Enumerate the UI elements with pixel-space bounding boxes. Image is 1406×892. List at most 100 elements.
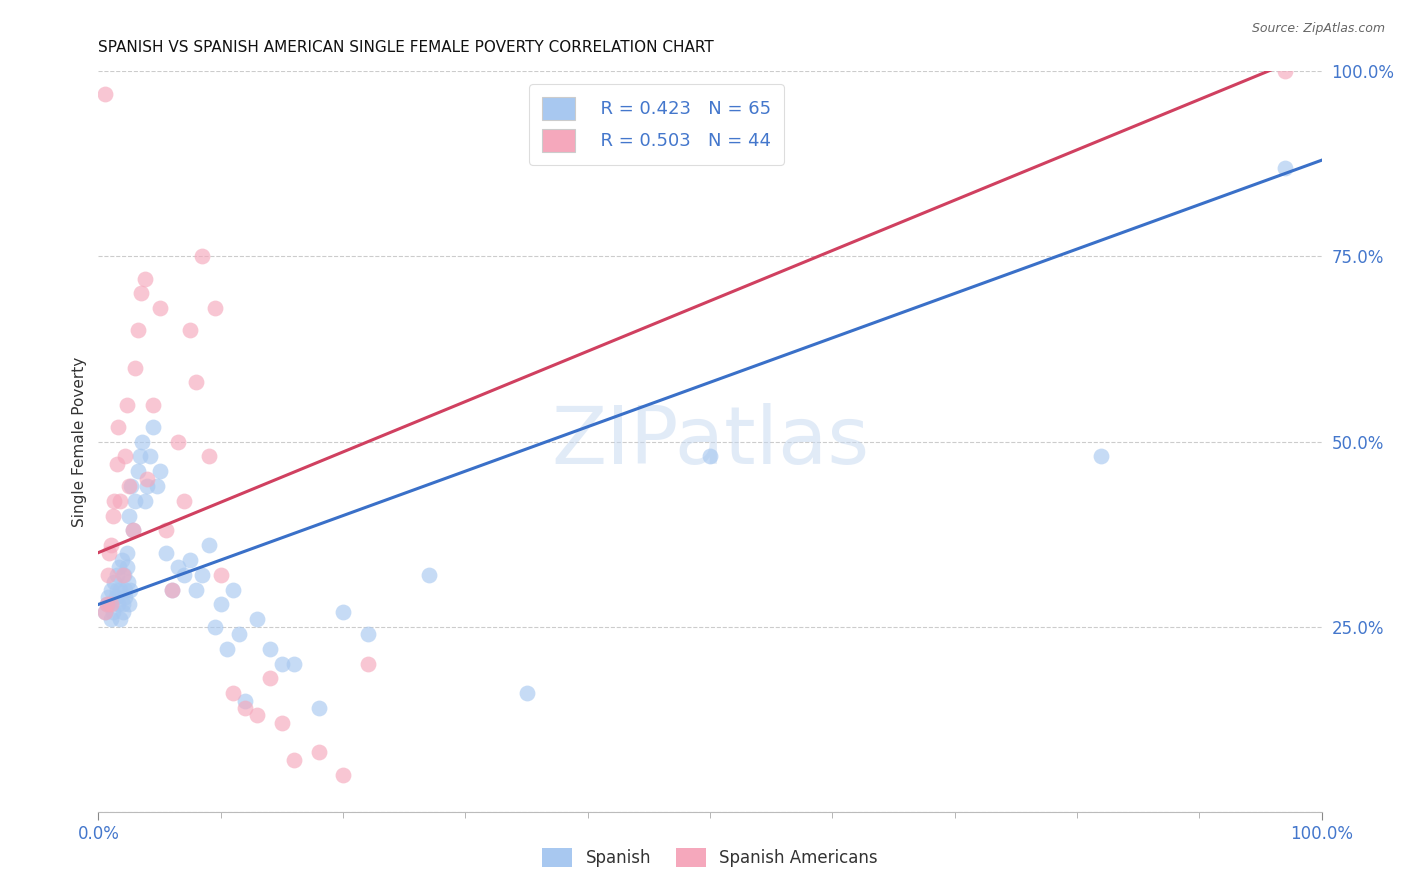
Point xyxy=(118,508,141,523)
Point xyxy=(197,450,219,464)
Point xyxy=(515,686,537,700)
Point xyxy=(120,582,142,597)
Point xyxy=(246,612,269,626)
Point xyxy=(136,471,159,485)
Point xyxy=(93,605,115,619)
Point xyxy=(121,524,143,538)
Point xyxy=(270,657,294,671)
Point xyxy=(127,324,149,338)
Point xyxy=(160,582,183,597)
Point xyxy=(233,701,256,715)
Point xyxy=(246,708,269,723)
Point xyxy=(115,546,138,560)
Point xyxy=(101,508,124,523)
Point xyxy=(107,419,129,434)
Point xyxy=(173,567,195,582)
Point xyxy=(115,397,138,411)
Point xyxy=(124,493,146,508)
Point xyxy=(197,538,219,552)
Point xyxy=(308,701,330,715)
Point xyxy=(283,753,305,767)
Legend: Spanish, Spanish Americans: Spanish, Spanish Americans xyxy=(536,841,884,874)
Point xyxy=(283,657,305,671)
Point xyxy=(97,590,120,604)
Point xyxy=(160,582,183,597)
Point xyxy=(114,582,136,597)
Point xyxy=(121,524,143,538)
Point xyxy=(111,605,134,619)
Point xyxy=(191,567,214,582)
Point xyxy=(129,450,152,464)
Point xyxy=(222,582,245,597)
Point xyxy=(98,546,121,560)
Point xyxy=(100,538,122,552)
Point xyxy=(112,567,135,582)
Point xyxy=(155,546,177,560)
Point xyxy=(356,627,378,641)
Point xyxy=(105,567,128,582)
Point xyxy=(114,590,136,604)
Point xyxy=(142,419,165,434)
Point xyxy=(308,746,330,760)
Point xyxy=(124,360,146,375)
Point xyxy=(103,575,125,590)
Point xyxy=(209,598,232,612)
Point xyxy=(110,493,132,508)
Point xyxy=(105,457,128,471)
Point xyxy=(173,493,195,508)
Point xyxy=(179,553,201,567)
Point xyxy=(118,598,141,612)
Point xyxy=(129,286,152,301)
Y-axis label: Single Female Poverty: Single Female Poverty xyxy=(72,357,87,526)
Point xyxy=(100,598,122,612)
Point xyxy=(270,715,294,730)
Point xyxy=(120,479,142,493)
Point xyxy=(97,567,120,582)
Point xyxy=(146,479,169,493)
Point xyxy=(96,598,118,612)
Point xyxy=(110,582,132,597)
Point xyxy=(215,641,238,656)
Point xyxy=(1274,161,1296,175)
Point xyxy=(100,582,122,597)
Point xyxy=(93,605,115,619)
Point xyxy=(204,301,226,316)
Point xyxy=(108,560,131,574)
Point xyxy=(259,641,281,656)
Point xyxy=(209,567,232,582)
Point xyxy=(127,464,149,478)
Point xyxy=(186,582,208,597)
Point xyxy=(204,619,226,633)
Point xyxy=(699,450,721,464)
Point xyxy=(117,575,139,590)
Point xyxy=(1090,450,1112,464)
Point xyxy=(134,493,156,508)
Point xyxy=(111,598,134,612)
Point xyxy=(149,464,172,478)
Point xyxy=(111,553,134,567)
Point xyxy=(1274,64,1296,78)
Point xyxy=(332,605,354,619)
Point xyxy=(104,590,127,604)
Point xyxy=(101,605,124,619)
Point xyxy=(332,767,354,781)
Point xyxy=(96,598,118,612)
Point xyxy=(100,612,122,626)
Point xyxy=(179,324,201,338)
Point xyxy=(233,694,256,708)
Point xyxy=(98,598,121,612)
Point xyxy=(103,493,125,508)
Point xyxy=(134,271,156,285)
Point xyxy=(142,397,165,411)
Text: Source: ZipAtlas.com: Source: ZipAtlas.com xyxy=(1251,22,1385,36)
Point xyxy=(191,250,214,264)
Point xyxy=(110,612,132,626)
Point xyxy=(131,434,153,449)
Point xyxy=(93,87,115,101)
Point xyxy=(356,657,378,671)
Point xyxy=(118,479,141,493)
Point xyxy=(111,567,134,582)
Point xyxy=(136,479,159,493)
Point xyxy=(167,560,190,574)
Point xyxy=(228,627,250,641)
